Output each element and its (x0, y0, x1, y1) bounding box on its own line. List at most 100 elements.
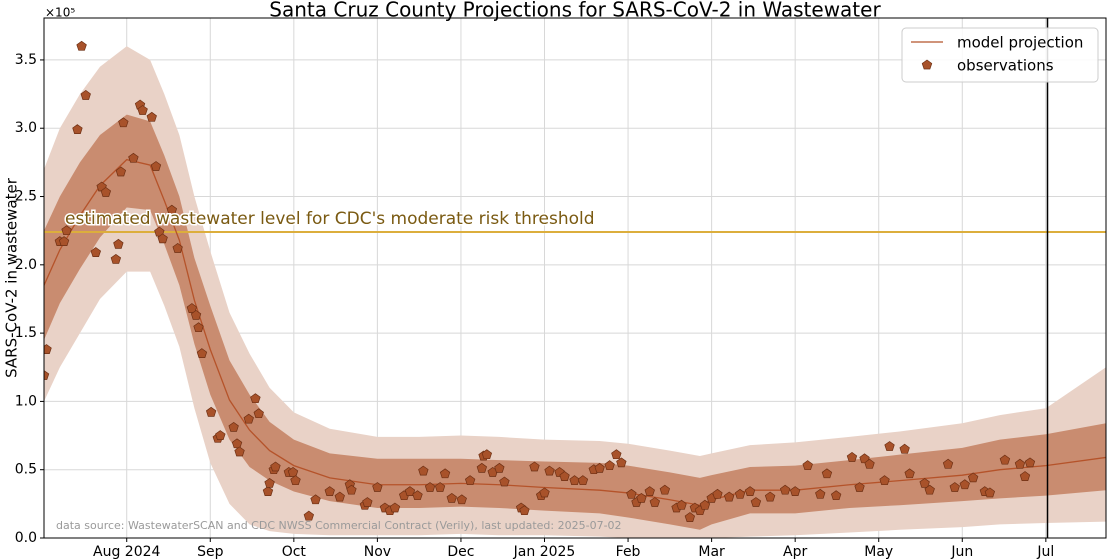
observation-point (72, 124, 83, 134)
observation-point (559, 471, 570, 481)
observation-point (243, 413, 254, 424)
observation-point (44, 370, 50, 380)
observation-point (215, 430, 226, 440)
observation-point (779, 484, 791, 495)
observation-point (362, 497, 373, 507)
observation-point (346, 484, 357, 495)
observation-point (539, 487, 550, 498)
observation-point (76, 40, 87, 51)
observation-point (924, 484, 935, 495)
observation-point (150, 161, 162, 171)
observation-point (193, 322, 204, 333)
observation-point (1024, 457, 1036, 468)
observation-point (529, 461, 540, 472)
observation-point (904, 468, 915, 479)
observation-point (446, 492, 457, 503)
observation-point (439, 468, 451, 479)
observation-point (649, 497, 661, 507)
x-tick-label: Dec (447, 544, 474, 560)
observation-point (734, 488, 746, 499)
legend-marker-swatch (921, 59, 933, 70)
legend-box (901, 27, 1099, 83)
y-tick-label: 3.0 (15, 120, 37, 136)
observation-point (636, 492, 647, 503)
observation-point (264, 477, 275, 488)
observation-point (190, 309, 202, 320)
x-tick-label: Feb (616, 544, 641, 560)
observation-point (676, 499, 687, 510)
observation-point (118, 117, 129, 128)
observation-point (137, 105, 148, 115)
y-offset-label: ×10⁵ (45, 6, 75, 20)
observation-point (959, 479, 970, 490)
observation-point (228, 421, 239, 432)
observation-point (699, 499, 711, 510)
observation-point (626, 488, 637, 499)
observation-point (494, 462, 505, 473)
observation-point (659, 484, 671, 495)
observation-point (80, 89, 91, 100)
observation-point (802, 460, 813, 471)
observation-point (456, 494, 467, 505)
observation-point (389, 502, 401, 513)
observation-point (611, 449, 622, 460)
observation-point (115, 166, 127, 177)
observation-point (262, 486, 274, 496)
observation-point (253, 408, 264, 419)
observation-point (764, 491, 776, 502)
x-tick-label: Oct (282, 544, 307, 560)
observation-point (984, 487, 996, 498)
observation-point (110, 253, 122, 264)
uncertainty-band (44, 114, 1106, 530)
observation-point (334, 491, 345, 502)
x-tick-label: Nov (364, 544, 391, 560)
y-tick-label: 0.0 (15, 530, 37, 546)
threshold-label: estimated wastewater level for CDC's mod… (65, 209, 595, 229)
observation-point (967, 472, 979, 483)
observation-point (594, 462, 605, 473)
model-line (44, 158, 1106, 506)
observation-point (231, 438, 243, 449)
observation-point (113, 238, 124, 249)
x-tick-label: Jul (1036, 544, 1054, 560)
observation-point (303, 510, 315, 521)
y-tick-label: 1.5 (15, 325, 37, 341)
observation-point (544, 465, 555, 476)
observation-point (999, 454, 1011, 465)
observation-point (58, 236, 70, 246)
x-tick-label: Sep (197, 544, 224, 560)
observation-point (1019, 471, 1031, 481)
x-tick-label: Apr (783, 544, 807, 560)
observation-point (604, 460, 615, 471)
observation-point (196, 348, 208, 358)
observation-point (830, 490, 842, 501)
observation-point (44, 344, 52, 354)
observation-point (744, 486, 756, 496)
observation-point (899, 443, 910, 454)
observation-point (577, 475, 589, 486)
observation-point (404, 486, 416, 496)
y-tick-label: 3.5 (15, 52, 37, 68)
observation-point (821, 468, 833, 479)
observation-point (846, 451, 858, 462)
observation-point (61, 225, 72, 236)
observation-point (712, 488, 723, 499)
observation-point (750, 497, 762, 507)
y-tick-label: 2.5 (15, 189, 37, 205)
observation-point (919, 477, 930, 488)
observation-point (434, 482, 446, 492)
x-tick-label: Mar (698, 544, 725, 560)
observation-point (157, 233, 168, 244)
observation-point (879, 475, 890, 486)
plot-area (44, 18, 1106, 538)
observation-point (942, 458, 954, 469)
observation-point (186, 303, 198, 313)
observation-point (310, 494, 321, 505)
observation-point (789, 486, 801, 496)
observation-point (1014, 458, 1026, 469)
legend-label: observations (957, 57, 1054, 75)
y-tick-label: 2.0 (15, 257, 37, 273)
observation-point (854, 482, 865, 492)
source-note: data source: WastewaterSCAN and CDC NWSS… (56, 519, 622, 532)
